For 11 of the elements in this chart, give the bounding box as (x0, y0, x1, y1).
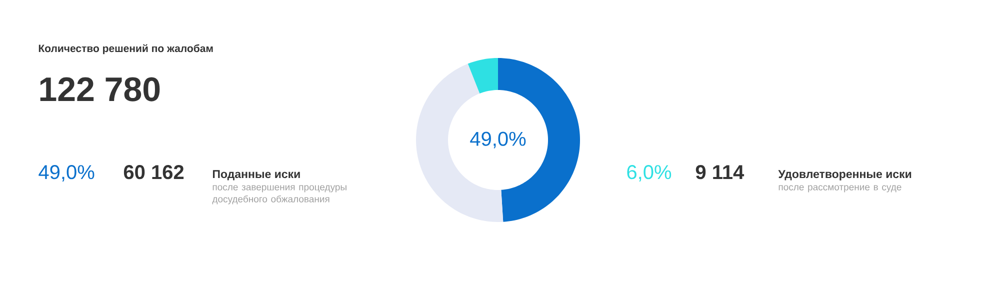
text: Количество решений по жалобам (38, 44, 213, 54)
text: 60 162 (124, 165, 184, 180)
text: 49,0% (470, 132, 526, 148)
text: 122 780 (40, 77, 160, 102)
text: Удовлетворенные иски (778, 170, 912, 180)
text: после рассмотрение в суде (778, 185, 902, 192)
text: 6,0% (627, 165, 672, 182)
text: Поданные иски (212, 170, 300, 180)
text: 49,0% (38, 165, 94, 182)
text: после завершения процедуры досудебного обжалования (212, 185, 346, 204)
text: 9 114 (696, 165, 744, 180)
